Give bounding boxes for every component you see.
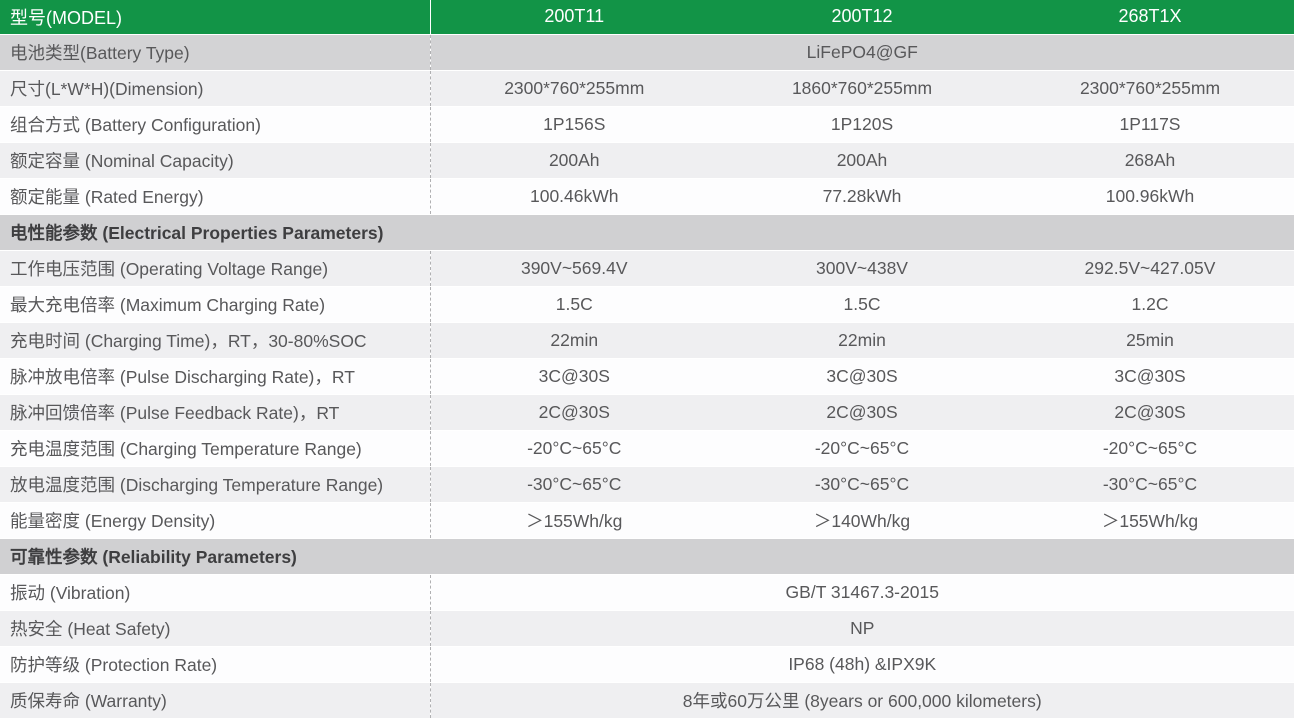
- row-value: 2C@30S: [429, 393, 718, 430]
- header-model-1: 200T11: [429, 0, 718, 34]
- row-value: -20°C~65°C: [1006, 429, 1294, 466]
- table-row: 组合方式 (Battery Configuration) 1P156S 1P120S…: [0, 105, 1294, 142]
- row-value: 22min: [429, 321, 718, 358]
- table-body: 电池类型(Battery Type) LiFePO4@GF 尺寸(L*W*H)(Di…: [0, 33, 1294, 718]
- table-row: 充电温度范围 (Charging Temperature Range) -20°C…: [0, 429, 1294, 466]
- row-value-span: GB/T 31467.3-2015: [429, 573, 1294, 610]
- row-label: 热安全 (Heat Safety): [0, 609, 430, 646]
- header-model-label: 型号(MODEL): [10, 7, 122, 28]
- header-model-3: 268T1X: [1118, 6, 1182, 27]
- row-value: 1860*760*255mm: [718, 69, 1006, 106]
- row-value: 268Ah: [1006, 141, 1294, 178]
- table-row: 脉冲回馈倍率 (Pulse Feedback Rate)，RT 2C@30S 2C@…: [0, 393, 1294, 430]
- section-header-row: 电性能参数 (Electrical Properties Parameters): [0, 213, 1294, 250]
- table-row: 充电时间 (Charging Time)，RT，30-80%SOC 22min 22…: [0, 321, 1294, 358]
- table-row: 额定容量 (Nominal Capacity) 200Ah 200Ah 268Ah: [0, 141, 1294, 178]
- row-value-span: 8年或60万公里 (8years or 600,000 kilometers): [429, 681, 1294, 718]
- row-label: 防护等级 (Protection Rate): [0, 645, 430, 682]
- table-row: 热安全 (Heat Safety) NP: [0, 609, 1294, 646]
- row-value-span: NP: [429, 609, 1294, 646]
- row-label: 振动 (Vibration): [0, 573, 430, 610]
- table-row: 放电温度范围 (Discharging Temperature Range) -3…: [0, 465, 1294, 502]
- row-label: 额定容量 (Nominal Capacity): [0, 141, 430, 178]
- table-row: 防护等级 (Protection Rate) IP68 (48h) &IPX9K: [0, 645, 1294, 682]
- section-header-label: 可靠性参数 (Reliability Parameters): [0, 537, 1294, 574]
- row-value: 200Ah: [429, 141, 718, 178]
- table-row: 最大充电倍率 (Maximum Charging Rate) 1.5C 1.5C 1.…: [0, 285, 1294, 322]
- row-value: 100.96kWh: [1006, 177, 1294, 214]
- row-value: 77.28kWh: [718, 177, 1006, 214]
- header-model-2: 200T12: [831, 6, 893, 27]
- table-row: 尺寸(L*W*H)(Dimension) 2300*760*255mm 1860*7…: [0, 69, 1294, 106]
- row-value: ＞155Wh/kg: [429, 501, 718, 538]
- row-value: 2C@30S: [718, 393, 1006, 430]
- table-header-row: 型号(MODEL) 200T11 200T12 268T1X: [0, 0, 1294, 34]
- row-value: 2300*760*255mm: [1006, 69, 1294, 106]
- section-header-row: 可靠性参数 (Reliability Parameters): [0, 537, 1294, 574]
- row-value: 100.46kWh: [429, 177, 718, 214]
- row-value: 3C@30S: [429, 357, 718, 394]
- row-value: -20°C~65°C: [429, 429, 718, 466]
- row-value: 1P120S: [718, 105, 1006, 142]
- row-value: 200Ah: [718, 141, 1006, 178]
- table-row: 脉冲放电倍率 (Pulse Discharging Rate)，RT 3C@30S…: [0, 357, 1294, 394]
- row-value: 1.5C: [718, 285, 1006, 322]
- table-row: 工作电压范围 (Operating Voltage Range) 390V~569…: [0, 249, 1294, 286]
- row-label: 额定能量 (Rated Energy): [0, 177, 430, 214]
- row-value: 300V~438V: [718, 249, 1006, 286]
- row-value: 3C@30S: [1006, 357, 1294, 394]
- table-row: 额定能量 (Rated Energy) 100.46kWh 77.28kWh 100.…: [0, 177, 1294, 214]
- row-value: -20°C~65°C: [718, 429, 1006, 466]
- table-row: 质保寿命 (Warranty) 8年或60万公里 (8years or 600,0…: [0, 681, 1294, 718]
- row-value: 292.5V~427.05V: [1006, 249, 1294, 286]
- row-value: 390V~569.4V: [429, 249, 718, 286]
- row-label: 质保寿命 (Warranty): [0, 681, 430, 718]
- row-value: 25min: [1006, 321, 1294, 358]
- table-row: 能量密度 (Energy Density) ＞155Wh/kg ＞140Wh/kg ＞…: [0, 501, 1294, 538]
- row-label: 充电时间 (Charging Time)，RT，30-80%SOC: [0, 321, 430, 358]
- row-value: 1P117S: [1006, 105, 1294, 142]
- row-label: 充电温度范围 (Charging Temperature Range): [0, 429, 430, 466]
- row-value: 1.5C: [429, 285, 718, 322]
- row-value: ＞155Wh/kg: [1006, 501, 1294, 538]
- row-label: 最大充电倍率 (Maximum Charging Rate): [0, 285, 430, 322]
- row-value: 2300*760*255mm: [429, 69, 718, 106]
- row-label: 电池类型(Battery Type): [0, 33, 430, 70]
- row-label: 放电温度范围 (Discharging Temperature Range): [0, 465, 430, 502]
- row-value: -30°C~65°C: [1006, 465, 1294, 502]
- row-label: 尺寸(L*W*H)(Dimension): [0, 69, 430, 106]
- row-value: 3C@30S: [718, 357, 1006, 394]
- row-value: 1P156S: [429, 105, 718, 142]
- row-label: 脉冲回馈倍率 (Pulse Feedback Rate)，RT: [0, 393, 430, 430]
- row-value: -30°C~65°C: [429, 465, 718, 502]
- row-value-span: LiFePO4@GF: [429, 33, 1294, 70]
- table-row: 振动 (Vibration) GB/T 31467.3-2015: [0, 573, 1294, 610]
- table-row: 电池类型(Battery Type) LiFePO4@GF: [0, 33, 1294, 70]
- row-label: 工作电压范围 (Operating Voltage Range): [0, 249, 430, 286]
- row-value: -30°C~65°C: [718, 465, 1006, 502]
- row-value: 1.2C: [1006, 285, 1294, 322]
- row-value: 22min: [718, 321, 1006, 358]
- row-value-span: IP68 (48h) &IPX9K: [429, 645, 1294, 682]
- row-value: 2C@30S: [1006, 393, 1294, 430]
- row-label: 组合方式 (Battery Configuration): [0, 105, 430, 142]
- row-label: 能量密度 (Energy Density): [0, 501, 430, 538]
- section-header-label: 电性能参数 (Electrical Properties Parameters): [0, 213, 1294, 250]
- row-label: 脉冲放电倍率 (Pulse Discharging Rate)，RT: [0, 357, 430, 394]
- row-value: ＞140Wh/kg: [718, 501, 1006, 538]
